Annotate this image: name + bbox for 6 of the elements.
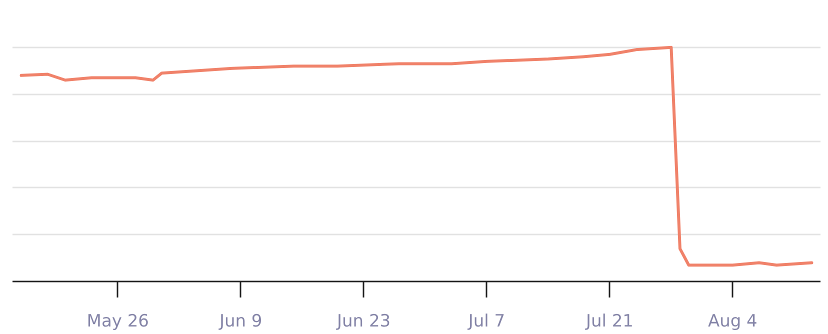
x-tick-label: Jun 23 — [336, 312, 391, 332]
x-tick-label: Jul 7 — [467, 312, 506, 332]
x-tick-label: Jun 9 — [218, 312, 262, 332]
x-tick-label: Jul 21 — [584, 312, 634, 332]
x-tick-label: Aug 4 — [708, 312, 758, 332]
x-tick-label: May 26 — [86, 312, 149, 332]
